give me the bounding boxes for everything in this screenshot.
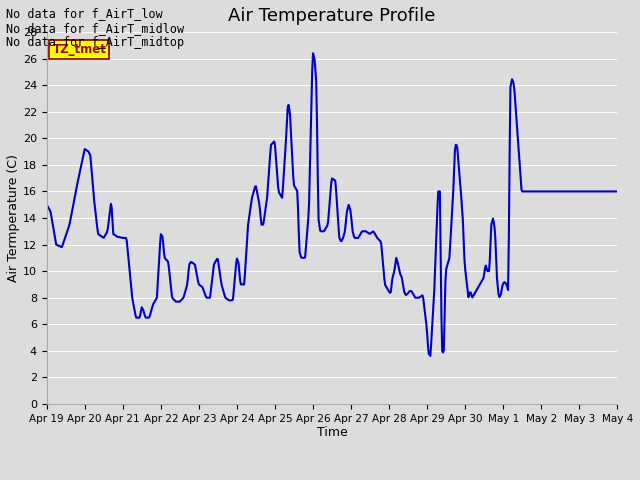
Title: Air Temperature Profile: Air Temperature Profile bbox=[228, 7, 436, 25]
Y-axis label: Air Termperature (C): Air Termperature (C) bbox=[7, 154, 20, 282]
Text: No data for f_AirT_low: No data for f_AirT_low bbox=[6, 7, 163, 20]
Legend: AirT 22m: AirT 22m bbox=[281, 479, 383, 480]
Text: No data for f_AirT_midlow: No data for f_AirT_midlow bbox=[6, 22, 184, 35]
Text: No data for f_AirT_midtop: No data for f_AirT_midtop bbox=[6, 36, 184, 49]
Text: TZ_tmet: TZ_tmet bbox=[52, 43, 106, 56]
X-axis label: Time: Time bbox=[317, 426, 348, 440]
